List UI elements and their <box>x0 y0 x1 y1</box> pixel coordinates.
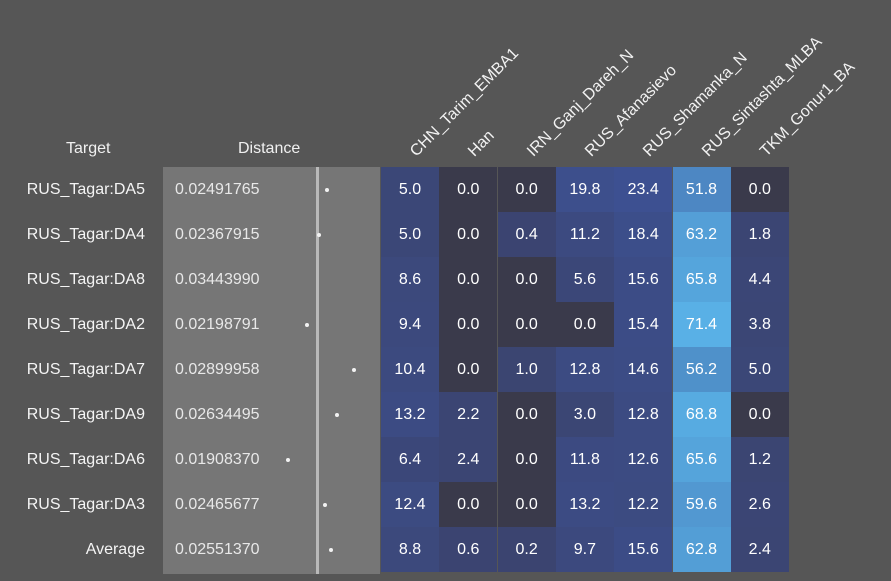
heatmap-cell: 0.0 <box>439 167 498 212</box>
heatmap-cell: 4.4 <box>730 257 789 302</box>
heatmap-cell: 0.0 <box>439 212 498 257</box>
row-label: RUS_Tagar:DA6 <box>26 451 145 468</box>
heatmap-cell: 0.0 <box>497 392 556 437</box>
distance-panel <box>163 167 380 574</box>
heatmap-cell: 8.6 <box>381 257 439 302</box>
target-column-header: Target <box>66 140 111 157</box>
heatmap-cell: 15.4 <box>614 302 673 347</box>
heatmap-cell: 5.0 <box>381 167 439 212</box>
heatmap-cell: 23.4 <box>614 167 673 212</box>
heatmap-cell: 63.2 <box>672 212 731 257</box>
heatmap-cell: 62.8 <box>672 527 731 572</box>
distance-value: 0.03443990 <box>175 271 260 288</box>
heatmap-cell: 15.6 <box>614 527 673 572</box>
distance-value: 0.02465677 <box>175 496 260 513</box>
distance-dot <box>352 367 357 372</box>
distance-value: 0.02491765 <box>175 181 260 198</box>
heatmap-cell: 0.0 <box>497 167 556 212</box>
heatmap-cell: 9.7 <box>555 527 614 572</box>
heatmap-cell: 15.6 <box>614 257 673 302</box>
distance-value: 0.02899958 <box>175 361 260 378</box>
heatmap-cell: 5.0 <box>381 212 439 257</box>
heatmap-cell: 2.4 <box>439 437 498 482</box>
heatmap-cell: 0.0 <box>497 482 556 527</box>
heatmap-cell: 2.6 <box>730 482 789 527</box>
heatmap-cell: 0.6 <box>439 527 498 572</box>
heatmap-cell: 13.2 <box>381 392 439 437</box>
row-label: RUS_Tagar:DA4 <box>26 226 145 243</box>
heatmap-cell: 3.0 <box>555 392 614 437</box>
heatmap-cell: 0.2 <box>497 527 556 572</box>
heatmap-cell: 18.4 <box>614 212 673 257</box>
heatmap-cell: 0.0 <box>497 257 556 302</box>
heatmap-cell: 11.2 <box>555 212 614 257</box>
heatmap-cell: 3.8 <box>730 302 789 347</box>
heatmap-cell: 0.0 <box>497 302 556 347</box>
distance-dot <box>334 412 339 417</box>
distance-dot <box>285 457 290 462</box>
heatmap-cell: 2.4 <box>730 527 789 572</box>
heatmap-cell: 12.8 <box>555 347 614 392</box>
heatmap-cell: 12.4 <box>381 482 439 527</box>
heatmap-cell: 12.8 <box>614 392 673 437</box>
heatmap-cell: 0.0 <box>439 257 498 302</box>
distance-dot <box>305 322 310 327</box>
heatmap-cell: 13.2 <box>555 482 614 527</box>
column-label: Han <box>465 127 499 161</box>
column-label: RUS_Shamanka_N <box>640 49 751 161</box>
heatmap-cell: 11.8 <box>555 437 614 482</box>
heatmap-cell: 68.8 <box>672 392 731 437</box>
heatmap-cell: 1.2 <box>730 437 789 482</box>
row-label: Average <box>85 541 145 558</box>
heatmap-cell: 5.0 <box>730 347 789 392</box>
heatmap-cell: 51.8 <box>672 167 731 212</box>
heatmap-cell: 71.4 <box>672 302 731 347</box>
heatmap-cell: 0.0 <box>555 302 614 347</box>
heatmap-cell: 0.0 <box>730 392 789 437</box>
heatmap-cell: 0.0 <box>439 482 498 527</box>
heatmap-cell: 19.8 <box>555 167 614 212</box>
row-label: RUS_Tagar:DA2 <box>26 316 145 333</box>
row-label: RUS_Tagar:DA7 <box>26 361 145 378</box>
heatmap-cell: 59.6 <box>672 482 731 527</box>
distance-value: 0.02367915 <box>175 226 260 243</box>
heatmap-cell: 12.6 <box>614 437 673 482</box>
heatmap-cell: 65.8 <box>672 257 731 302</box>
heatmap-cell: 1.8 <box>730 212 789 257</box>
heatmap-cell: 0.0 <box>730 167 789 212</box>
distance-dot <box>316 232 321 237</box>
distance-value: 0.02551370 <box>175 541 260 558</box>
column-label: CHN_Tarim_EMBA1 <box>407 44 523 161</box>
row-label: RUS_Tagar:DA9 <box>26 406 145 423</box>
heatmap-cell: 10.4 <box>381 347 439 392</box>
distance-dot <box>328 547 333 552</box>
heatmap-cell: 6.4 <box>381 437 439 482</box>
distance-value: 0.02634495 <box>175 406 260 423</box>
row-label: RUS_Tagar:DA8 <box>26 271 145 288</box>
distance-dot <box>324 187 329 192</box>
heatmap-cell: 5.6 <box>555 257 614 302</box>
column-label: IRN_Ganj_Dareh_N <box>523 46 637 161</box>
row-label: RUS_Tagar:DA3 <box>26 496 145 513</box>
heatmap-cell: 0.0 <box>439 347 498 392</box>
heatmap-cell: 1.0 <box>497 347 556 392</box>
heatmap-cell: 56.2 <box>672 347 731 392</box>
heatmap-cell: 8.8 <box>381 527 439 572</box>
heatmap-cell: 2.2 <box>439 392 498 437</box>
heatmap-cell: 65.6 <box>672 437 731 482</box>
distance-value: 0.01908370 <box>175 451 260 468</box>
heatmap-cell: 14.6 <box>614 347 673 392</box>
heatmap-cell: 12.2 <box>614 482 673 527</box>
distance-dot <box>323 502 328 507</box>
heatmap-cell: 0.0 <box>439 302 498 347</box>
heatmap-cell: 0.4 <box>497 212 556 257</box>
distance-value: 0.02198791 <box>175 316 260 333</box>
distance-column-header: Distance <box>238 140 301 157</box>
row-label: RUS_Tagar:DA5 <box>26 181 145 198</box>
heatmap-cell: 0.0 <box>497 437 556 482</box>
heatmap-cell: 9.4 <box>381 302 439 347</box>
average-distance-line <box>316 167 319 574</box>
